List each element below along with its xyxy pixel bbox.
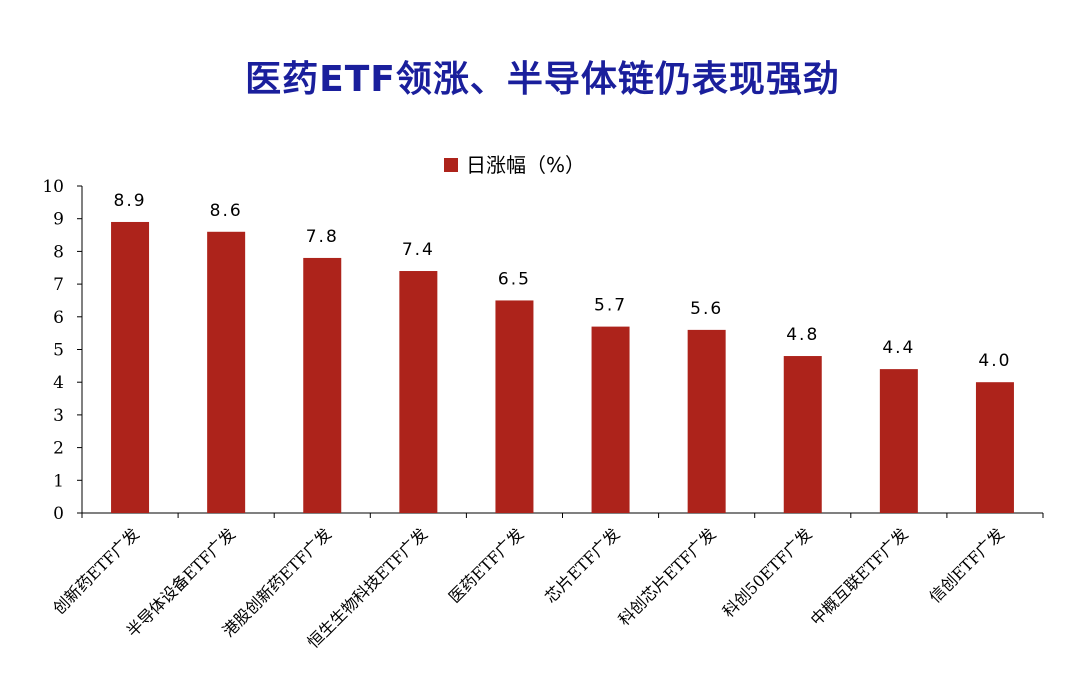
- y-tick-label: 9: [53, 210, 64, 230]
- y-tick-label: 8: [53, 242, 64, 262]
- bar: [207, 231, 246, 513]
- x-tick-label: 医药ETF广发: [445, 524, 527, 606]
- page-title: 医药ETF领涨、半导体链仍表现强劲: [245, 59, 840, 100]
- y-tick-label: 10: [42, 177, 64, 197]
- data-label: 4.0: [978, 351, 1011, 371]
- y-tick-label: 6: [53, 308, 64, 328]
- data-label: 5.6: [690, 299, 723, 319]
- y-tick-label: 4: [53, 373, 64, 393]
- data-label: 6.5: [498, 269, 531, 289]
- data-label: 7.4: [402, 240, 435, 260]
- y-tick-label: 2: [53, 439, 64, 459]
- x-tick-label: 芯片ETF广发: [541, 524, 623, 606]
- y-tick-label: 1: [53, 471, 64, 491]
- bar: [879, 369, 918, 513]
- bar: [495, 300, 534, 513]
- x-tick-label: 科创50ETF广发: [719, 524, 816, 621]
- y-tick-label: 7: [53, 275, 64, 295]
- data-label: 7.8: [306, 227, 339, 247]
- y-tick-label: 3: [53, 406, 64, 426]
- x-tick-label: 信创ETF广发: [925, 524, 1007, 606]
- data-label: 8.6: [210, 201, 243, 221]
- bar: [975, 382, 1014, 513]
- legend-label: 日涨幅（%）: [466, 153, 585, 177]
- bar: [687, 329, 726, 513]
- bar: [111, 221, 150, 513]
- x-tick-label: 科创芯片ETF广发: [614, 524, 719, 629]
- bar: [591, 326, 630, 513]
- data-label: 4.4: [882, 338, 915, 358]
- data-label: 8.9: [114, 191, 147, 211]
- legend-swatch: [444, 158, 458, 172]
- x-tick-label: 创新药ETF广发: [49, 524, 143, 618]
- bar: [303, 257, 342, 513]
- bar: [399, 271, 438, 513]
- y-tick-label: 5: [53, 341, 64, 361]
- bar: [783, 356, 822, 513]
- x-tick-label: 中概互联ETF广发: [807, 524, 912, 629]
- data-label: 5.7: [594, 296, 627, 316]
- y-tick-label: 0: [53, 504, 64, 524]
- data-label: 4.8: [786, 325, 819, 345]
